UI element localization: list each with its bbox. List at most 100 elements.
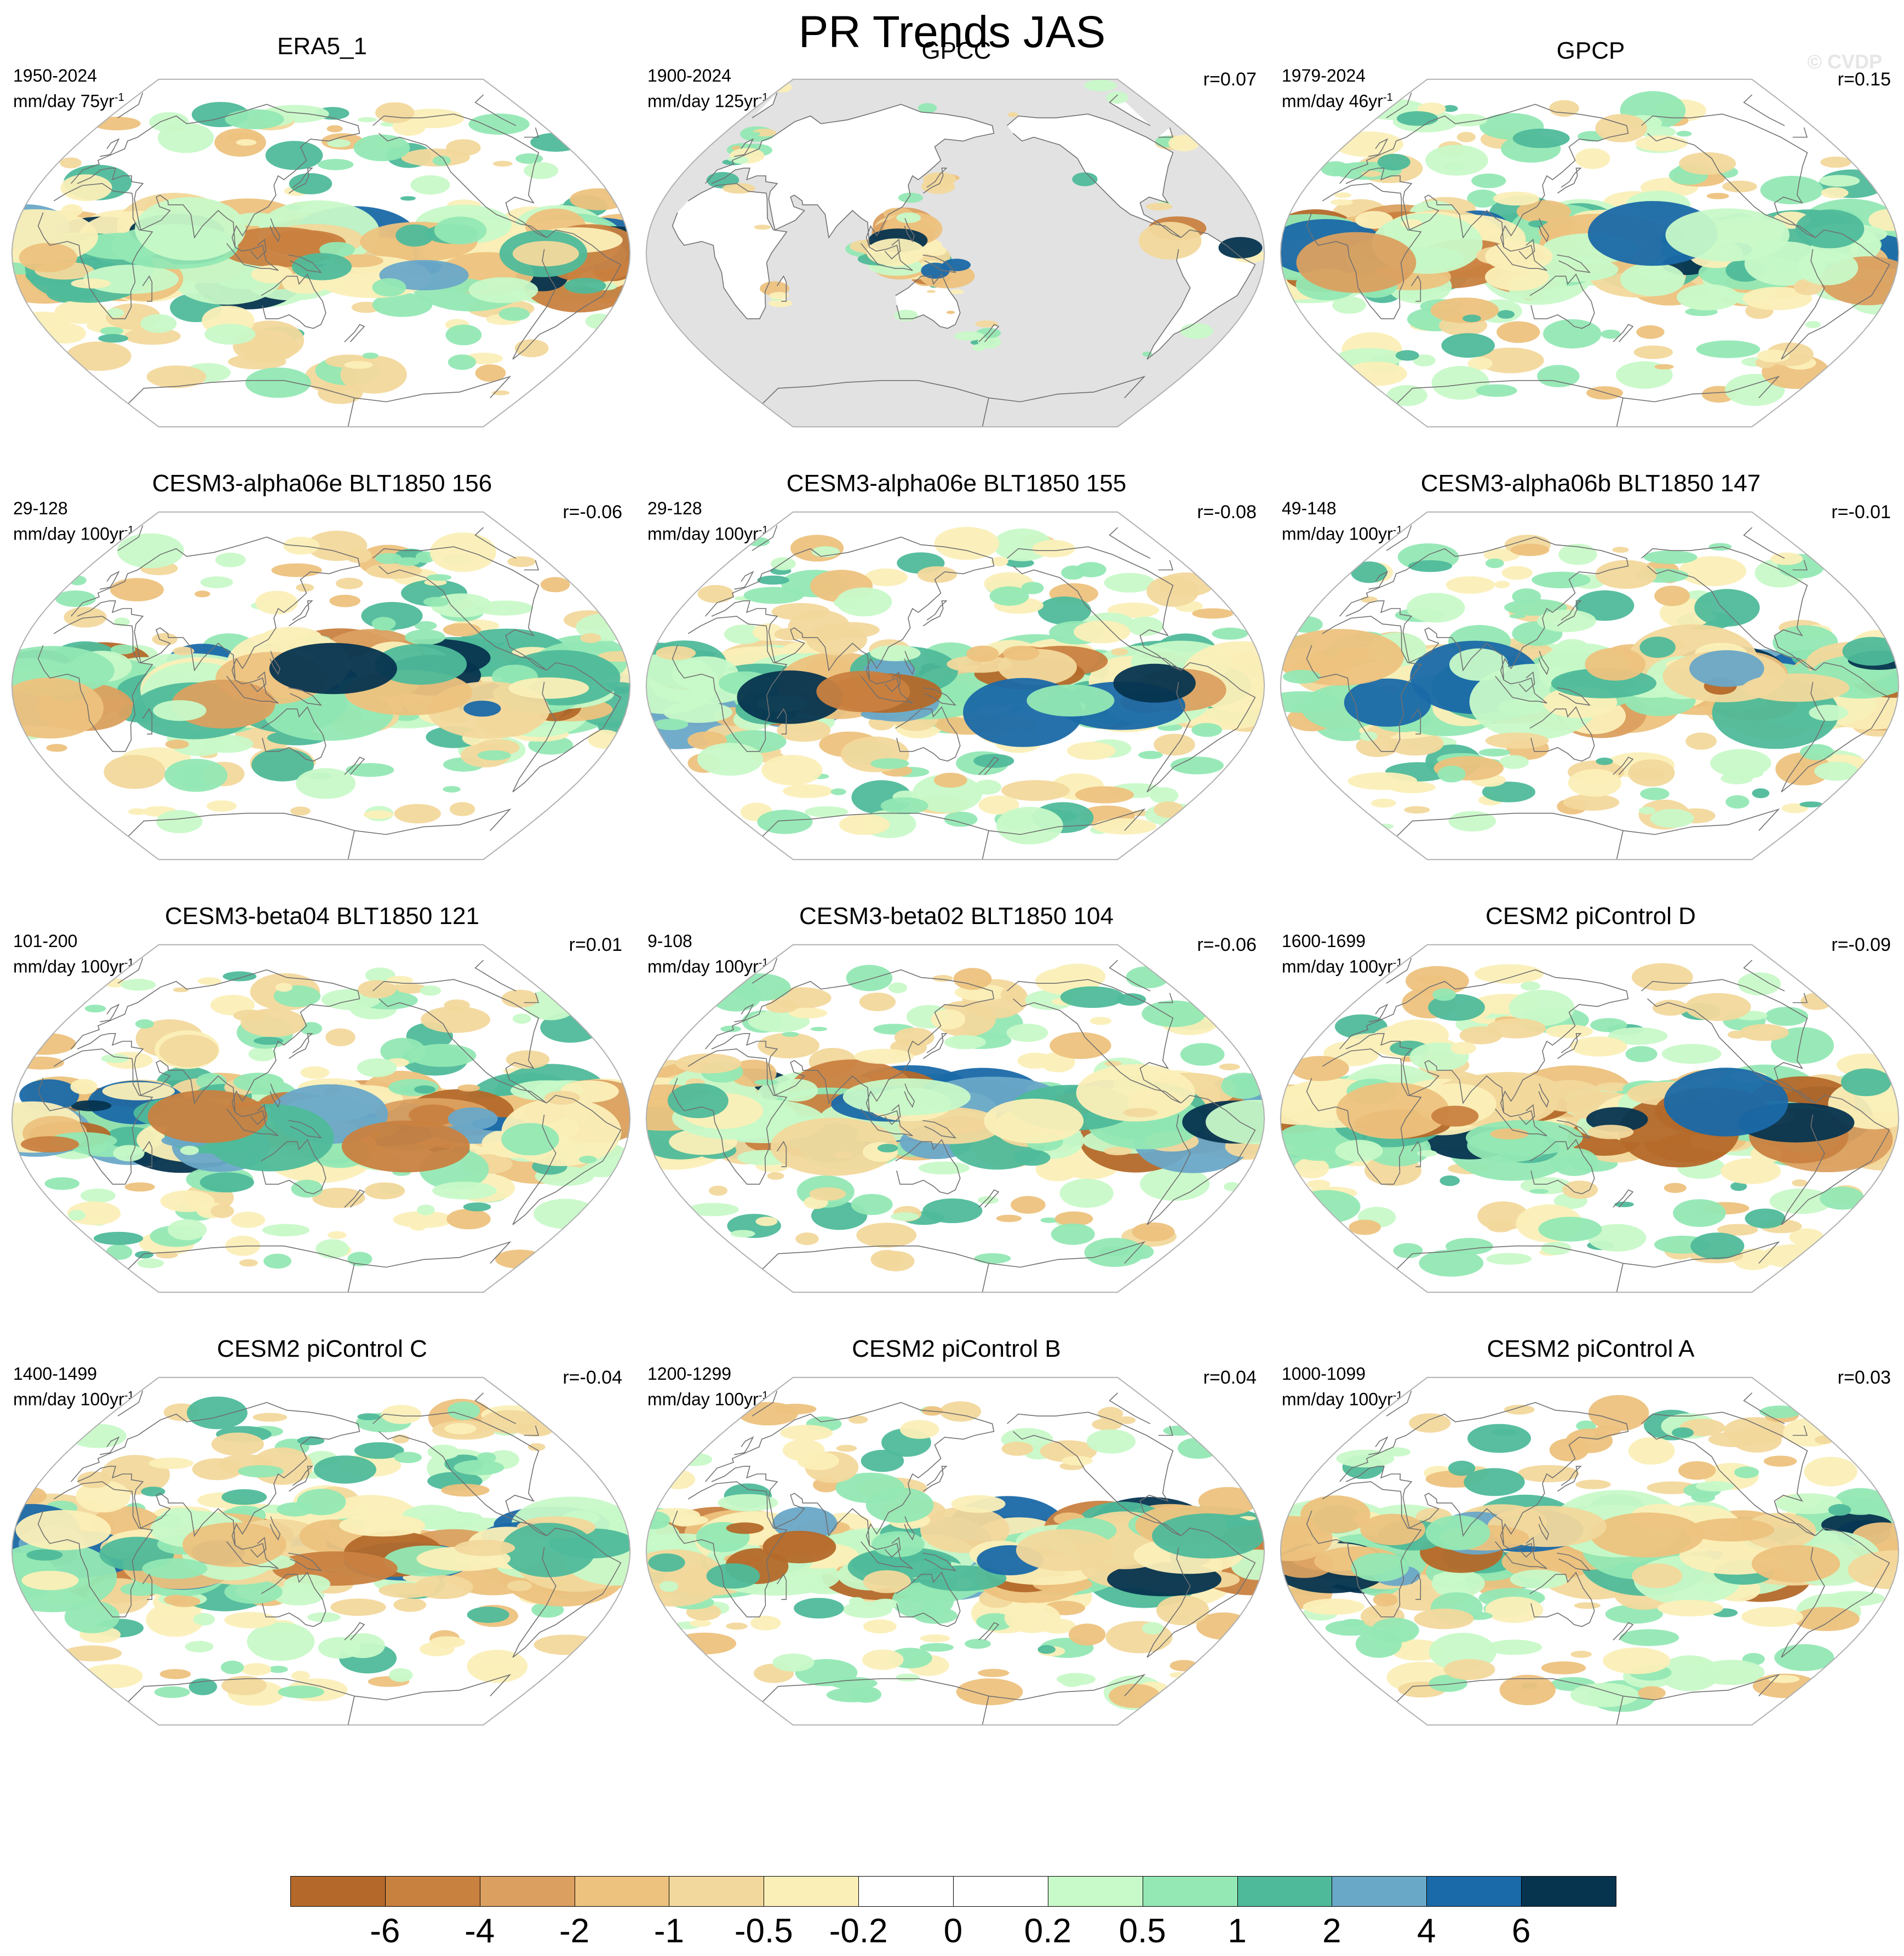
trend-contour (862, 1649, 904, 1670)
coastline-japan (923, 1466, 948, 1492)
coastline-antarctica (762, 375, 1146, 427)
coastline-australia (261, 273, 326, 329)
trend-contour (1570, 1650, 1592, 1658)
trend-contour (1820, 1186, 1865, 1210)
map-outline (11, 1376, 631, 1726)
trend-contour (1575, 590, 1635, 621)
trend-contour (76, 1480, 131, 1513)
trend-contour (1789, 1228, 1824, 1246)
trend-contour (233, 213, 278, 226)
trend-contour (444, 1423, 477, 1435)
trend-contour (362, 352, 378, 359)
trend-contour (246, 1622, 315, 1661)
coastline-new-guinea (922, 687, 957, 706)
trend-contour (1180, 1043, 1225, 1066)
trend-contour (468, 277, 538, 303)
trend-contour (1799, 801, 1823, 807)
map-panel: ERA5_1 1950-2024 mm/day 75yr-1 (4, 16, 640, 449)
trend-contour (1296, 232, 1416, 293)
trend-contour (1425, 145, 1488, 176)
trend-contour (495, 1249, 545, 1269)
colorbar-tick-label: -6 (370, 1912, 400, 1950)
trend-contour (1440, 1175, 1460, 1186)
trend-contour (375, 102, 415, 123)
trend-contour (846, 965, 893, 991)
trend-contour (1643, 550, 1697, 564)
trend-contour (1397, 111, 1438, 126)
trend-contour (527, 1443, 546, 1451)
trend-contour (1633, 345, 1673, 359)
trend-contour (933, 772, 967, 788)
coastline-south-america (1146, 1094, 1256, 1225)
trend-contour (1142, 1000, 1206, 1028)
coastline-europe-asia (71, 536, 360, 680)
trend-contour (1740, 1024, 1789, 1041)
trend-contour (199, 1172, 254, 1192)
trend-contour (463, 701, 501, 717)
trend-contour (463, 1202, 491, 1212)
trend-contour (124, 328, 181, 345)
coastline-new-guinea (922, 1120, 957, 1139)
trend-contour (737, 670, 843, 724)
map-outline (645, 511, 1265, 861)
trend-contour (755, 1217, 778, 1226)
coastline-europe-asia (1339, 1402, 1629, 1546)
trend-contour (1809, 704, 1848, 721)
trend-contour (182, 1522, 286, 1567)
trend-contour (1386, 385, 1427, 406)
map-outline (645, 1376, 1265, 1726)
trend-contour (1751, 1545, 1840, 1583)
trend-contour (972, 344, 985, 351)
trend-contour (1690, 1232, 1745, 1260)
trend-contour (917, 566, 957, 583)
colorbar-box (858, 1876, 954, 1907)
coastline-philippines (904, 1516, 915, 1541)
trend-contour (1444, 1659, 1495, 1680)
coastline-greenland (1386, 525, 1808, 571)
map-panel-grid: ERA5_1 1950-2024 mm/day 75yr-1 GPCC 1900-202… (4, 16, 1904, 1747)
trend-contour (1654, 364, 1674, 370)
trend-contour (1474, 964, 1544, 984)
trend-contour (1486, 1253, 1532, 1265)
trend-contour (1797, 250, 1859, 285)
trend-contour (978, 795, 1019, 815)
trend-contour (766, 1000, 798, 1013)
trend-contour (446, 139, 481, 157)
trend-contour (128, 808, 147, 815)
coastline-greenland (752, 958, 1174, 1003)
trend-contour (780, 1425, 833, 1441)
trend-contour (449, 802, 475, 816)
trend-contour (15, 1510, 111, 1551)
trend-contour (1294, 1157, 1329, 1179)
panel-title: CESM2 piControl C (217, 1335, 427, 1362)
trend-contour (726, 1622, 748, 1630)
trend-contour (1510, 543, 1550, 557)
trend-contour (672, 1632, 737, 1655)
trend-contour (1016, 1529, 1114, 1571)
trend-contour (758, 1033, 819, 1059)
trend-contour (888, 982, 908, 994)
world-map (1280, 1376, 1900, 1726)
map-panel: CESM2 piControl A 1000-1099 mm/day 100yr-1… (1273, 1315, 1904, 1747)
trend-contour (954, 331, 984, 341)
trend-contour (1477, 347, 1544, 374)
colorbar-box (1332, 1876, 1427, 1907)
trend-contour (1370, 799, 1396, 808)
coastline-japan (1557, 600, 1582, 627)
coastline-north-america (1007, 1412, 1182, 1536)
trend-contour (1742, 673, 1850, 702)
trend-contour (1464, 1468, 1525, 1496)
trend-contour (353, 134, 410, 162)
coastline-greenland (117, 93, 540, 138)
panel-period: 101-200 (13, 931, 78, 951)
trend-contour (224, 1611, 277, 1628)
trend-contour (66, 341, 131, 371)
trend-contour (653, 719, 689, 730)
trend-contour (410, 1223, 426, 1231)
trend-contour (221, 1660, 244, 1674)
coastline-greenland (1386, 958, 1808, 1003)
trend-contour (776, 1079, 818, 1102)
trend-contour (1393, 1243, 1423, 1259)
trend-contour (1191, 722, 1223, 737)
trend-contour (1466, 1120, 1583, 1156)
